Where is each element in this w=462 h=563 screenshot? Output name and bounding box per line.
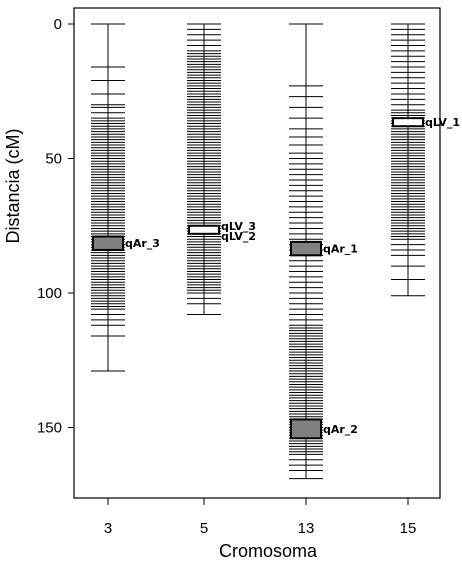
chromosome-5 [187,23,221,316]
chromosomes-layer [91,23,425,480]
qtl-box [290,240,322,257]
x-axis: 3 5 13 15 [104,498,417,537]
y-tick-label: 0 [54,16,62,33]
y-tick-label: 50 [45,151,62,168]
plot-frame [73,7,441,499]
qtl-label: qAr_3 [125,237,160,250]
y-tick-label: 150 [37,420,62,437]
y-axis-title: Distancia (cM) [3,128,23,243]
y-tick-label: 100 [37,285,62,302]
x-tick-label: 13 [298,520,315,537]
qtl-label: qAr_1 [323,243,358,256]
qtl-label: qLV_1 [425,116,460,129]
x-axis-title: Cromosoma [219,541,318,561]
qtl-box [392,117,424,128]
qtl-box [290,418,322,440]
y-axis: 0 50 100 150 [37,16,74,437]
chromosome-15 [391,23,425,297]
x-tick-label: 3 [104,520,112,537]
qtl-label: qLV_3 [221,220,256,233]
x-tick-label: 15 [400,520,417,537]
chromosome-3 [91,23,125,372]
qtl-label: qLV_2 [221,230,256,243]
qtl-box [92,235,124,251]
qtl-box [188,224,220,235]
x-tick-label: 5 [200,520,208,537]
qtl-label: qAr_2 [323,423,358,436]
